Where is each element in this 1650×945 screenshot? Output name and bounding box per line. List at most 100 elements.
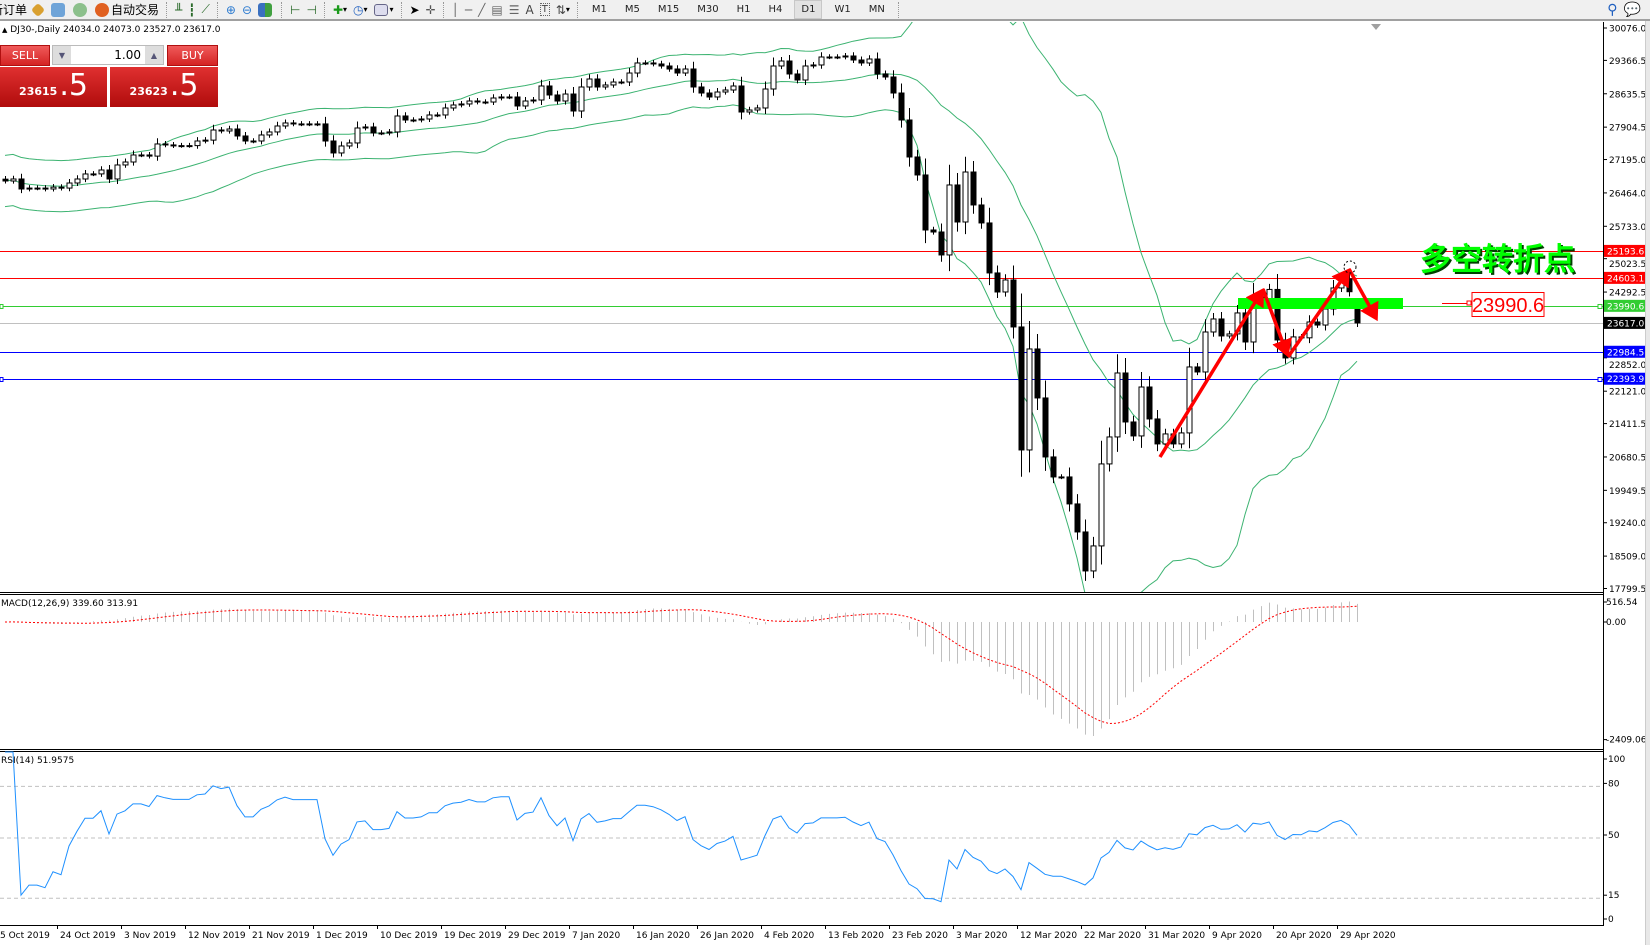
candle-body-down <box>370 126 377 134</box>
candle <box>1274 274 1281 353</box>
lot-size-stepper[interactable]: ▼ ▲ <box>52 45 164 65</box>
candle-body-up <box>210 129 217 141</box>
candle-body-up <box>826 56 833 59</box>
candle <box>346 139 353 149</box>
macd-axis-label: 0.00 <box>1606 618 1626 628</box>
periods-button[interactable]: ◷ ▾ <box>350 0 371 19</box>
timeframe-label: H1 <box>736 4 751 15</box>
price-tick-label: 27904.5 <box>1609 124 1646 134</box>
crosshair-icon: ✛ <box>425 2 436 17</box>
red-arrow-up-2[interactable] <box>1286 268 1351 359</box>
level-anchor-left[interactable] <box>0 377 4 382</box>
zoom-in-button[interactable]: ⊕ <box>223 0 239 19</box>
candle <box>1050 449 1057 484</box>
text-button[interactable]: A <box>522 0 536 19</box>
vertical-line-button[interactable]: │ <box>449 0 462 19</box>
timeframe-m1[interactable]: M1 <box>583 0 616 19</box>
timeframe-h1[interactable]: H1 <box>728 0 760 19</box>
red-arrow-up-1[interactable] <box>1158 288 1264 458</box>
timeframe-mn[interactable]: MN <box>860 0 894 19</box>
line-chart-button[interactable]: ⟋ <box>199 0 213 19</box>
profile-button[interactable] <box>48 0 70 19</box>
sell-button[interactable]: SELL <box>0 45 50 66</box>
horizontal-levels <box>0 251 1603 382</box>
timeframe-m5[interactable]: M5 <box>616 0 649 19</box>
candle-body-down <box>986 222 993 274</box>
candle <box>578 78 585 118</box>
chat-button[interactable]: 💬 <box>1621 0 1644 19</box>
candle-body-up <box>418 118 425 121</box>
horizontal-line-button[interactable]: ─ <box>462 0 475 19</box>
timeframe-label: M30 <box>697 4 719 15</box>
zoom-out-button[interactable]: ⊖ <box>239 0 255 19</box>
support-resistance-zone[interactable] <box>1238 298 1403 309</box>
signal-button[interactable] <box>70 0 92 19</box>
candle <box>1034 333 1041 410</box>
selection-circle[interactable] <box>1343 260 1357 274</box>
rsi-label: RSI(14) 51.9575 <box>1 756 74 766</box>
trendline-button[interactable]: ╱ <box>475 0 488 19</box>
candle <box>1098 440 1105 565</box>
candle-body-down <box>594 78 601 88</box>
new-order-button[interactable]: 新订单 <box>0 0 30 19</box>
candle <box>466 97 473 107</box>
price-label-box[interactable] <box>1471 292 1545 317</box>
timeframe-m30[interactable]: M30 <box>688 0 727 19</box>
candle <box>106 165 113 183</box>
red-arrow-down-2[interactable] <box>1347 268 1379 322</box>
chart-shift-marker-icon[interactable] <box>1371 24 1381 30</box>
bar-chart-button[interactable]: ╨ <box>172 0 185 19</box>
level-anchor-right[interactable] <box>1597 304 1603 309</box>
time-axis: 5 Oct 2019 24 Oct 2019 3 Nov 2019 12 Nov 20… <box>0 925 1396 941</box>
text-label-button[interactable]: T <box>537 0 553 19</box>
crosshair-button[interactable]: ✛ <box>423 0 439 19</box>
candle-body-up <box>154 143 161 157</box>
auto-trading-button[interactable]: 自动交易 <box>92 0 162 19</box>
level-price-badge <box>1604 345 1646 358</box>
lot-size-input[interactable] <box>71 47 145 63</box>
buy-button[interactable]: BUY <box>167 45 218 66</box>
candle <box>66 178 73 192</box>
candlestick-button[interactable]: ┇ <box>185 0 198 19</box>
candle <box>906 108 913 167</box>
templates-button[interactable]: ▾ <box>371 0 397 19</box>
price-tick-label: 29366.5 <box>1609 57 1646 67</box>
fibonacci-button[interactable]: ▤ <box>488 0 505 19</box>
window-scrollbar[interactable] <box>1645 21 1650 945</box>
fibo-fan-button[interactable]: ☰ <box>506 0 523 19</box>
lot-decrease-button[interactable]: ▼ <box>53 46 71 64</box>
chart-shift-button[interactable]: ⊢ <box>287 0 303 19</box>
search-button[interactable]: ⚲ <box>1604 0 1620 19</box>
candle-body-down <box>1010 279 1017 328</box>
level-anchor-left[interactable] <box>0 304 4 309</box>
price-tick-label: 25023.5 <box>1609 260 1646 270</box>
date-label: 21 Nov 2019 <box>252 931 310 941</box>
annotation-title[interactable]: 多空转折点 <box>1420 242 1575 278</box>
candle <box>794 69 801 84</box>
candle <box>586 74 593 91</box>
price-label-anchor[interactable] <box>1466 300 1472 306</box>
arrows-button[interactable]: ⇅ ▾ <box>553 0 573 19</box>
timeframe-m15[interactable]: M15 <box>649 0 688 19</box>
candle <box>1202 319 1209 383</box>
timeframe-d1[interactable]: D1 <box>791 0 825 19</box>
candle <box>354 121 361 149</box>
tile-windows-button[interactable] <box>255 0 277 19</box>
level-anchor-right[interactable] <box>1597 377 1603 382</box>
buy-price-box[interactable]: 23623 .5 <box>110 67 218 107</box>
candle-body-down <box>858 59 865 64</box>
candle <box>378 130 385 136</box>
timeframe-h4[interactable]: H4 <box>759 0 791 19</box>
autoscroll-button[interactable]: ⊣ <box>303 0 319 19</box>
lot-increase-button[interactable]: ▲ <box>145 46 163 64</box>
red-arrow-down-1[interactable] <box>1261 288 1293 358</box>
collapse-triangle-icon[interactable]: ▲ <box>2 26 8 34</box>
cursor-button[interactable]: ➤ <box>407 0 423 19</box>
candle-body-up <box>26 187 33 190</box>
level-price-badge <box>1604 271 1646 284</box>
add-indicator-button[interactable]: ✚ ▾ <box>330 0 350 19</box>
sell-price-box[interactable]: 23615 .5 <box>0 67 107 107</box>
date-label: 29 Dec 2019 <box>508 931 566 941</box>
timeframe-w1[interactable]: W1 <box>825 0 859 19</box>
